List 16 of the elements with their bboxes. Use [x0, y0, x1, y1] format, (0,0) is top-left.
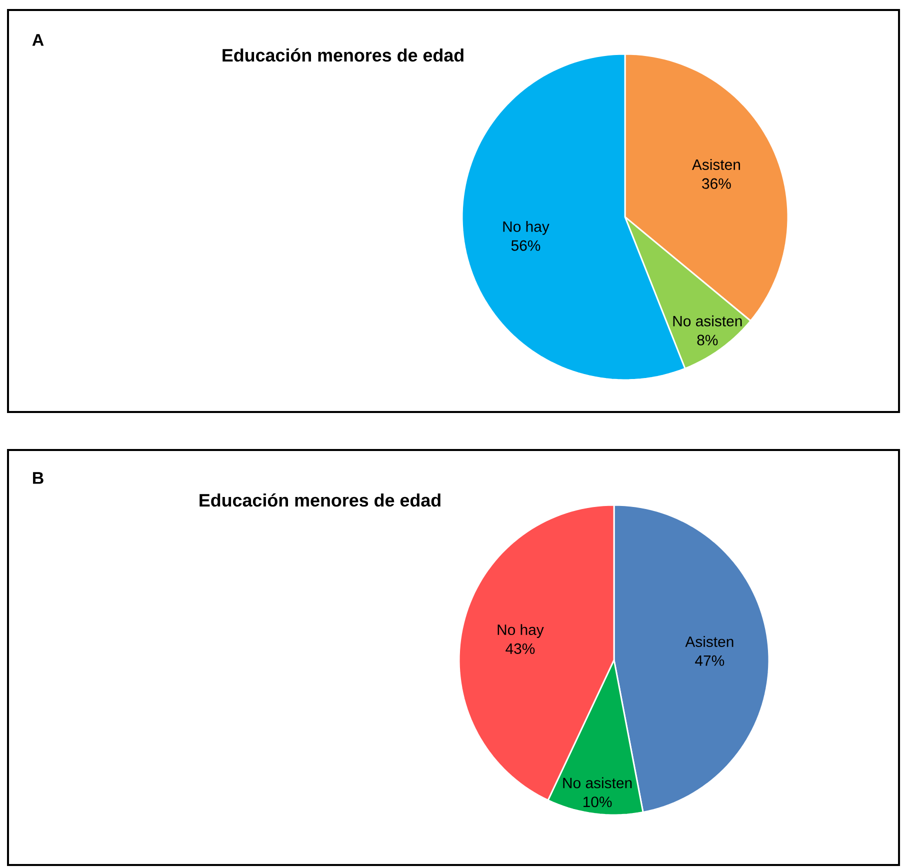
data-label: 36% — [702, 178, 731, 189]
slice-label: No asisten — [673, 315, 742, 326]
data-label: 10% — [583, 796, 612, 808]
slice-label: Asisten — [692, 158, 740, 170]
data-label: 43% — [506, 643, 535, 654]
slice-label: No hay — [498, 624, 544, 638]
text: A — [32, 34, 44, 46]
data-label: 56% — [511, 240, 540, 251]
chart-title: Educación menores de edad — [222, 48, 464, 62]
slice-label: Asisten — [685, 636, 734, 647]
slice-label: No hay — [503, 220, 550, 235]
chart-title: Educación menores de edad — [200, 493, 440, 507]
data-label: 47% — [695, 655, 724, 666]
text: B — [33, 472, 44, 484]
data-label: 8% — [697, 334, 718, 346]
slice-label: No asisten — [563, 777, 632, 788]
